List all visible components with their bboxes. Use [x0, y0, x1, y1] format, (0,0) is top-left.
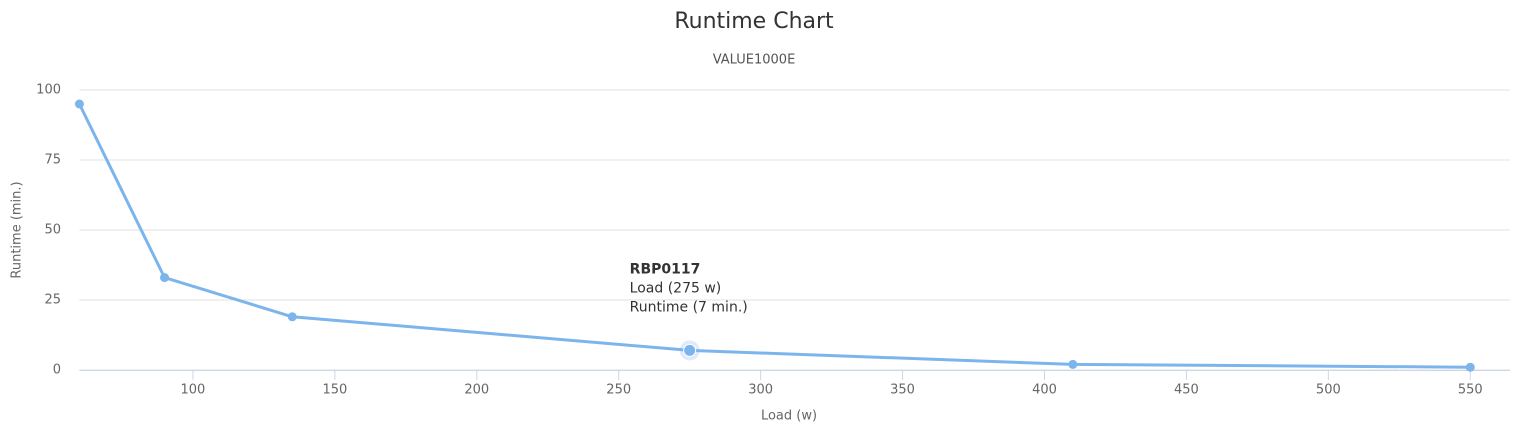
- point: [287, 312, 297, 322]
- y-axis-label: Runtime (min.): [10, 181, 25, 278]
- point: [160, 273, 170, 283]
- x-tick-label: 250: [606, 383, 631, 398]
- y-tick-label: 100: [36, 83, 61, 98]
- tooltip-title: RBP0117: [630, 261, 701, 277]
- series-line: [78, 103, 1471, 369]
- x-tick-label: 350: [890, 383, 915, 398]
- x-tick-label: 300: [748, 383, 773, 398]
- y-tick-label: 25: [44, 293, 61, 308]
- x-tick-label: 550: [1458, 383, 1483, 398]
- tooltip-line: Load (275 w): [630, 280, 722, 296]
- chart-subtitle: VALUE1000E: [713, 53, 796, 68]
- x-tick-label: 150: [322, 383, 347, 398]
- y-tick-label: 50: [44, 223, 61, 238]
- point: [683, 343, 697, 357]
- x-tick-label: 400: [1032, 383, 1057, 398]
- chart-title: Runtime Chart: [674, 9, 834, 34]
- x-tick-label: 100: [181, 383, 206, 398]
- x-tick-label: 200: [464, 383, 489, 398]
- y-tick-label: 0: [53, 363, 61, 378]
- point: [74, 99, 84, 109]
- point: [1465, 362, 1475, 372]
- x-axis-label: Load (w): [761, 409, 817, 424]
- x-tick-label: 500: [1316, 383, 1341, 398]
- point: [1068, 359, 1078, 369]
- tooltip-line: Runtime (7 min.): [630, 299, 748, 315]
- x-tick-label: 450: [1174, 383, 1199, 398]
- y-tick-label: 75: [44, 153, 61, 168]
